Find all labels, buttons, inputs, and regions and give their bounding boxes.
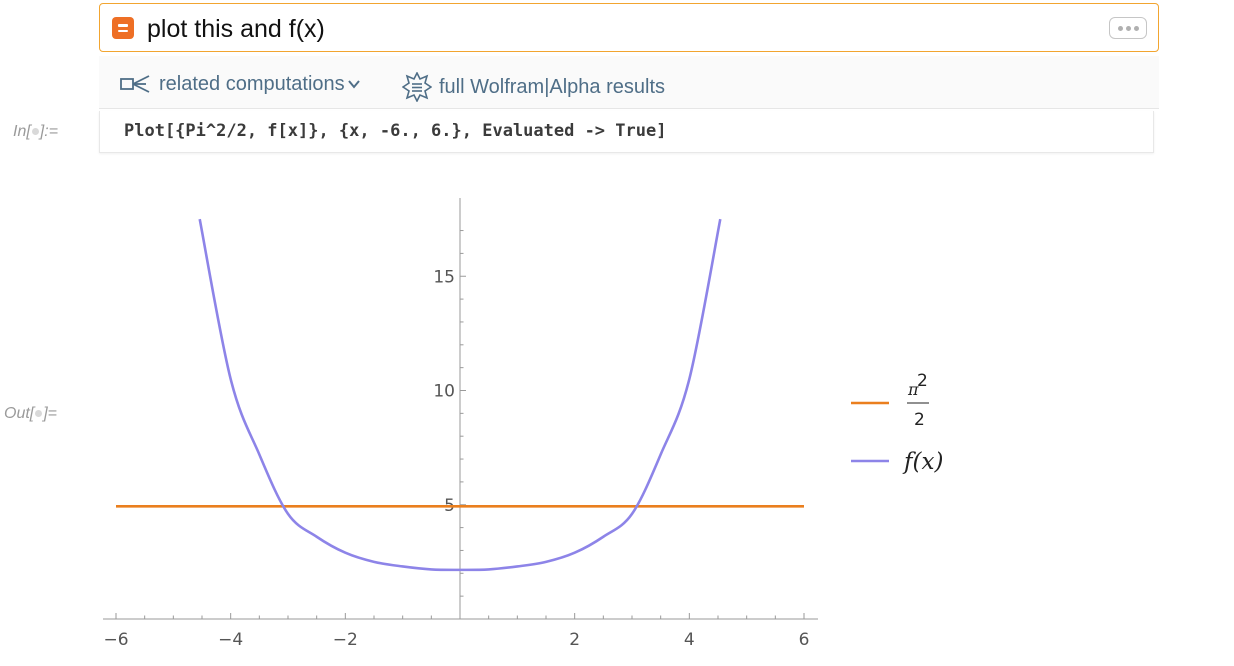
chevron-down-icon	[347, 80, 360, 89]
x-tick-label: 6	[799, 630, 810, 650]
results-bar: related computations full Wolfram|Alpha …	[99, 56, 1159, 109]
more-options-button[interactable]	[1109, 17, 1147, 39]
full-wolfram-alpha-results-button[interactable]: full Wolfram|Alpha results	[402, 72, 665, 102]
related-computations-icon	[120, 75, 150, 93]
natural-language-input[interactable]: plot this and f(x)	[99, 3, 1159, 52]
input-cell[interactable]: Plot[{Pi^2/2, f[x]}, {x, -6., 6.}, Evalu…	[99, 111, 1154, 153]
related-computations-label: related computations	[159, 73, 345, 95]
wolfram-star-icon	[402, 72, 432, 102]
plot-series	[116, 218, 804, 572]
related-computations-button[interactable]: related computations	[120, 72, 361, 96]
query-text[interactable]: plot this and f(x)	[147, 15, 325, 43]
ellipsis-icon	[1117, 25, 1123, 31]
x-tick-label: −2	[333, 630, 358, 650]
input-cell-label: In[]:=	[13, 123, 59, 140]
series-line-f-of-x	[198, 218, 722, 572]
x-tick-label: 4	[684, 630, 695, 650]
legend-label-function: f(x)	[902, 449, 943, 475]
x-tick-label: 2	[569, 630, 580, 650]
input-code[interactable]: Plot[{Pi^2/2, f[x]}, {x, -6., 6.}, Evalu…	[124, 121, 667, 141]
legend-label-numerator: π	[907, 380, 919, 399]
cell-number-placeholder	[31, 128, 39, 136]
full-results-label: full Wolfram|Alpha results	[439, 76, 666, 98]
y-tick-label: 10	[433, 382, 455, 402]
legend-label-exponent: 2	[917, 371, 928, 391]
cell-number-placeholder	[35, 410, 43, 418]
x-tick-label: −6	[103, 630, 128, 650]
legend-label-denominator: 2	[914, 410, 925, 430]
output-cell-label: Out[]=	[4, 405, 58, 422]
y-tick-label: 15	[433, 267, 455, 287]
wolfram-equal-icon	[112, 17, 134, 39]
x-tick-label: −4	[218, 630, 243, 650]
